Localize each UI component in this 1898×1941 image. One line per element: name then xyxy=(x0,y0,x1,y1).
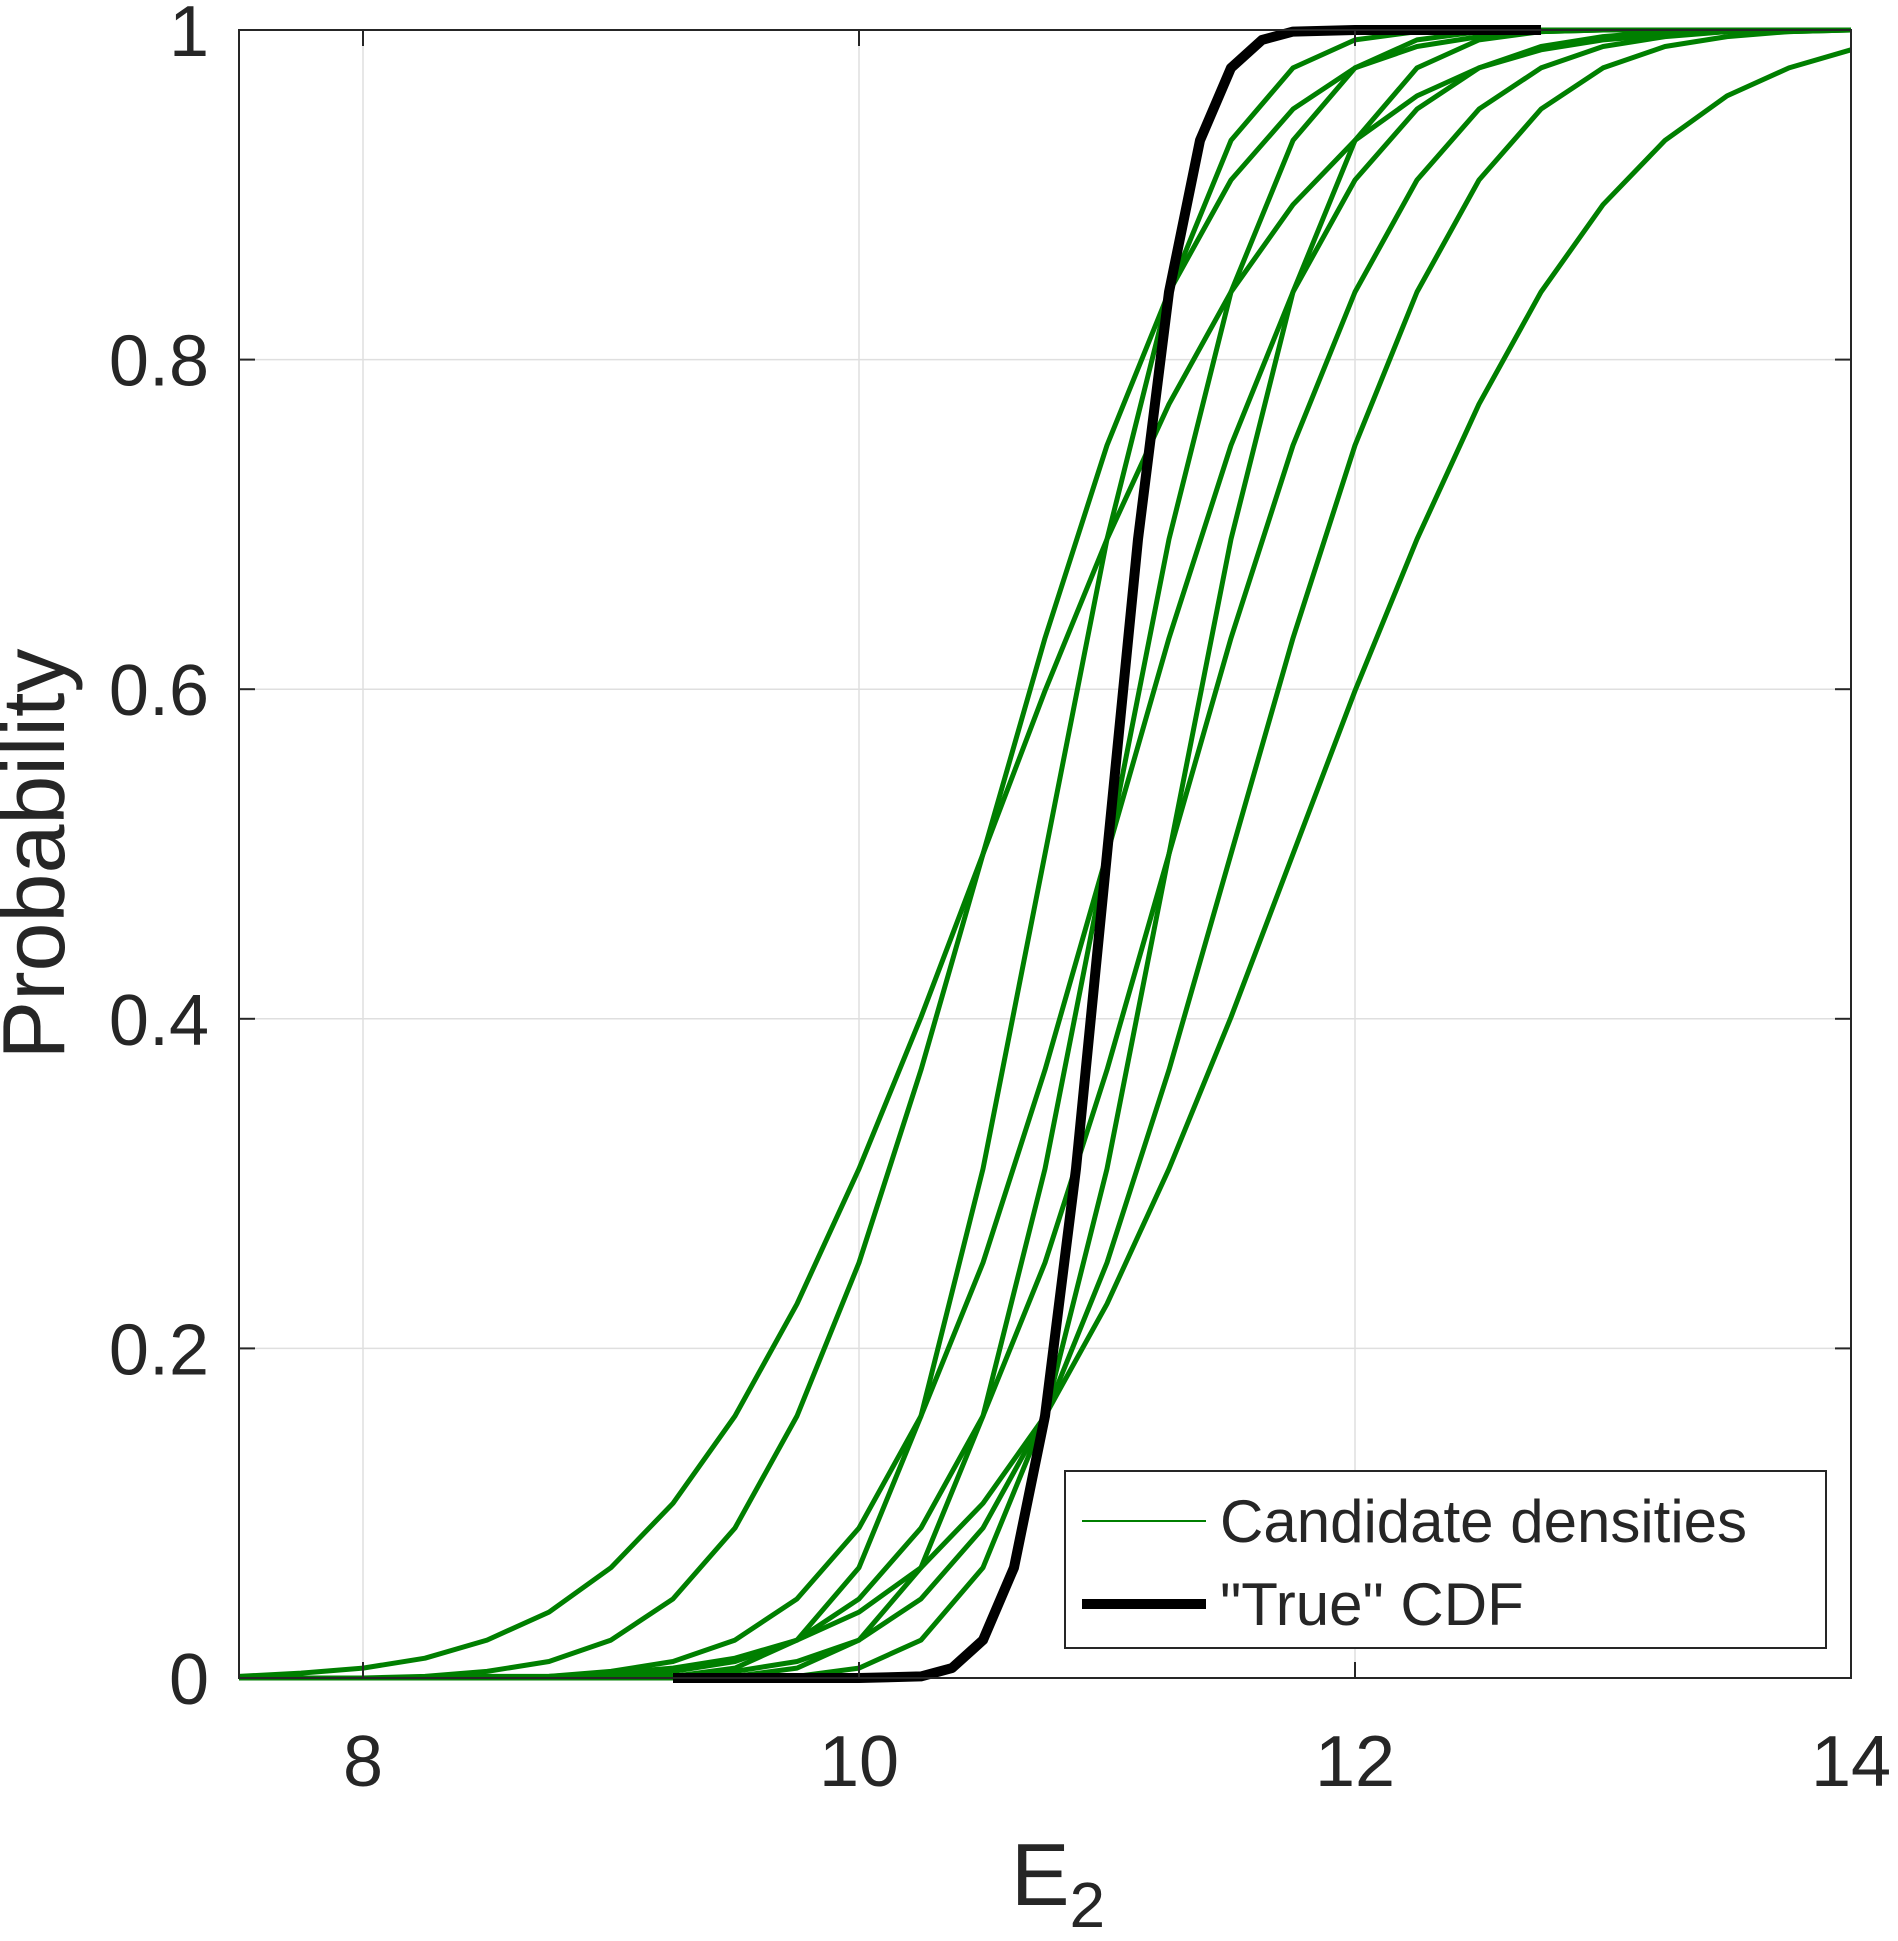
x-tick-label: 12 xyxy=(1315,1722,1395,1802)
x-tick-label: 10 xyxy=(819,1722,899,1802)
x-label-subscript: 2 xyxy=(1070,1869,1106,1941)
legend: Candidate densities "True" CDF xyxy=(1064,1470,1827,1649)
legend-label: "True" CDF xyxy=(1220,1571,1524,1638)
axes: 0 0.2 0.4 0.6 0.8 1 8 10 12 14 xyxy=(109,0,1891,1802)
y-tick-label: 0.4 xyxy=(109,981,209,1061)
y-tick-label: 1 xyxy=(169,0,209,72)
legend-box xyxy=(1064,1470,1827,1649)
y-tick-label: 0 xyxy=(169,1640,209,1720)
axes-box xyxy=(238,29,1852,1679)
x-tick-label: 14 xyxy=(1811,1722,1891,1802)
y-tick-label: 0.6 xyxy=(109,651,209,731)
x-label-text: E xyxy=(1011,1825,1070,1924)
legend-label: Candidate densities xyxy=(1220,1488,1747,1555)
x-axis-label: E2 xyxy=(1011,1825,1105,1941)
candidate-curve xyxy=(238,27,1852,1679)
y-axis-label: Probability xyxy=(0,649,83,1060)
y-tick-label: 0.2 xyxy=(109,1310,209,1390)
x-tick-label: 8 xyxy=(343,1722,383,1802)
y-tick-label: 0.8 xyxy=(109,322,209,402)
